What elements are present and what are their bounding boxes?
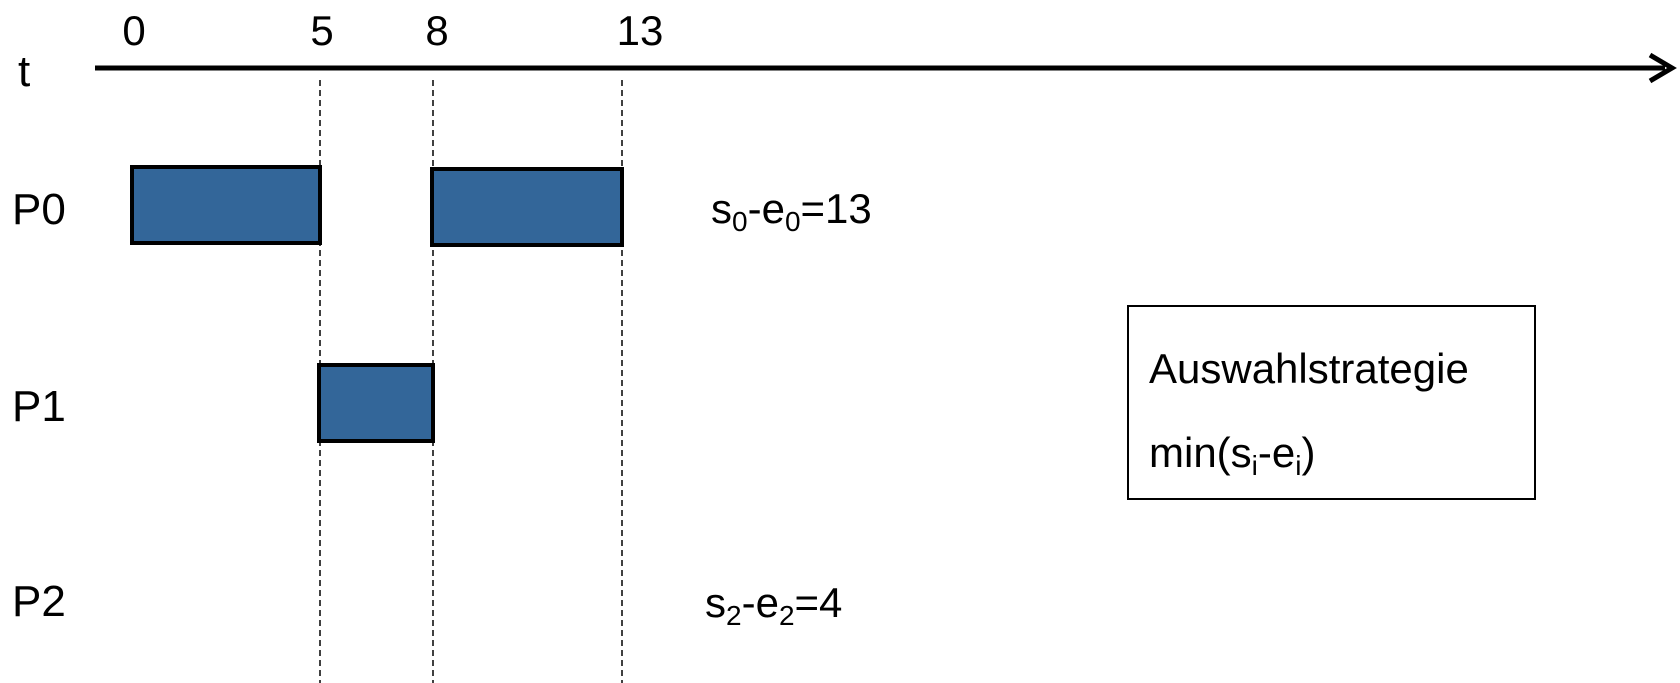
- p2-slack-annotation: s2-e2=4: [705, 579, 843, 631]
- time-axis-arrowhead: [1648, 52, 1677, 84]
- strategy-legend-box: Auswahlstrategie min(si-ei): [1127, 305, 1536, 500]
- legend-title: Auswahlstrategie: [1149, 345, 1469, 392]
- tick-label-8: 8: [425, 7, 449, 54]
- p0-bar-8-13: [430, 167, 624, 247]
- p1-bar-5-8: [317, 363, 435, 443]
- axis-label: t: [18, 47, 31, 96]
- process-label-p2: P2: [12, 577, 66, 626]
- tick-label-5: 5: [310, 7, 334, 54]
- process-label-p1: P1: [12, 382, 66, 431]
- process-label-p0: P0: [12, 185, 66, 234]
- p0-slack-annotation: s0-e0=13: [711, 185, 872, 237]
- p0-bar-0-5: [130, 165, 322, 245]
- tick-label-0: 0: [122, 7, 146, 54]
- tick-label-13: 13: [616, 7, 664, 54]
- legend-formula: min(si-ei): [1149, 429, 1316, 481]
